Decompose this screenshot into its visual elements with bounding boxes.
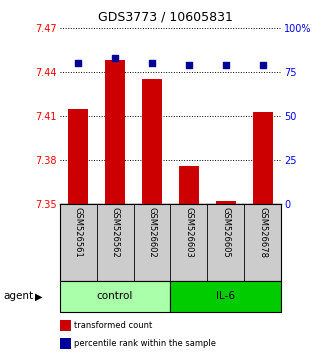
Text: IL-6: IL-6	[216, 291, 235, 302]
Text: transformed count: transformed count	[74, 321, 153, 330]
Bar	[68, 109, 88, 204]
Point	[260, 62, 265, 68]
Text: GSM526561: GSM526561	[73, 207, 82, 258]
Point	[75, 61, 81, 66]
Bar	[142, 79, 162, 204]
Point	[223, 62, 229, 68]
Text: control: control	[97, 291, 133, 302]
Bar	[60, 281, 170, 312]
Text: percentile rank within the sample: percentile rank within the sample	[74, 339, 216, 348]
Text: GSM526602: GSM526602	[148, 207, 157, 258]
Text: GSM526605: GSM526605	[221, 207, 230, 258]
Text: ▶: ▶	[35, 291, 42, 302]
Text: GSM526603: GSM526603	[184, 207, 193, 258]
Bar	[216, 201, 236, 204]
Bar	[105, 61, 125, 204]
Point	[186, 62, 192, 68]
Point	[113, 55, 118, 61]
Text: agent: agent	[3, 291, 33, 302]
Bar	[179, 166, 199, 204]
Point	[149, 61, 155, 66]
Text: GSM526562: GSM526562	[111, 207, 119, 258]
Text: GSM526678: GSM526678	[259, 207, 267, 258]
Bar	[253, 112, 273, 204]
Text: GDS3773 / 10605831: GDS3773 / 10605831	[98, 11, 233, 24]
Bar	[170, 281, 281, 312]
